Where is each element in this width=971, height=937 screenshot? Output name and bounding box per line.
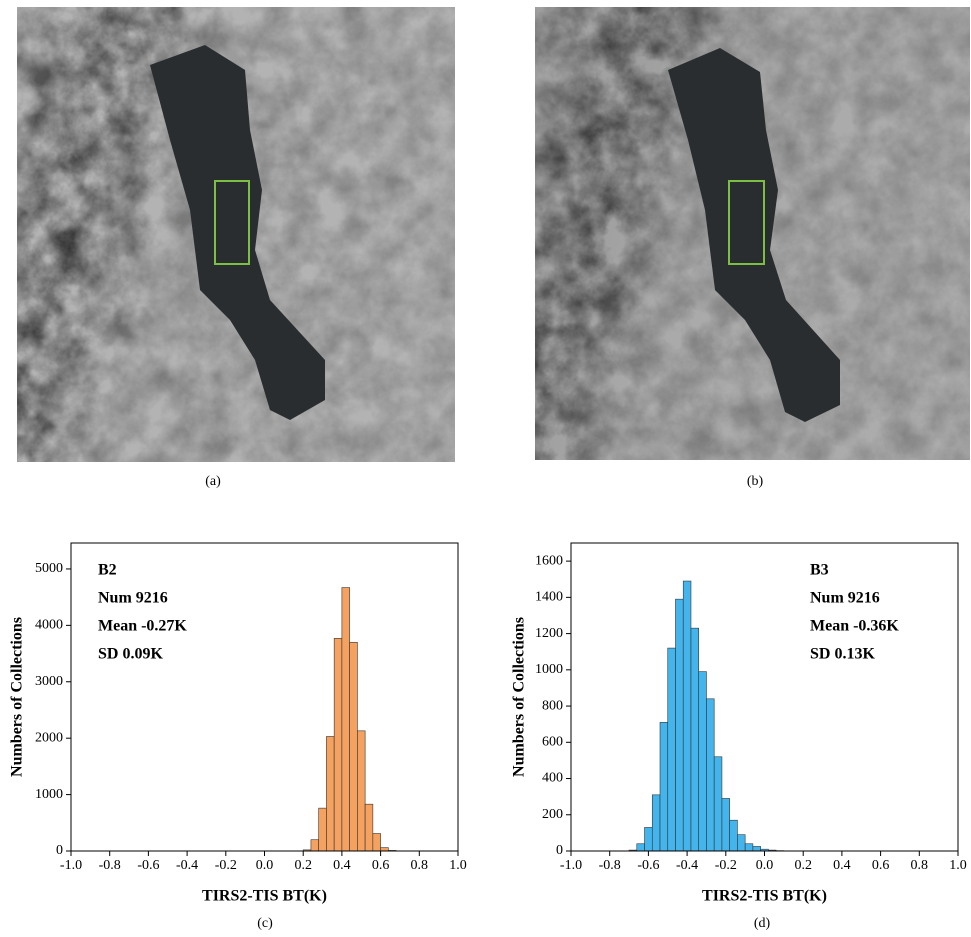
bar [683,581,691,851]
x-tick-label: -1.0 [60,858,82,873]
bar [691,628,699,851]
x-tick-label: -1.0 [560,858,582,873]
annotation: SD 0.13K [810,646,875,663]
y-tick-label: 2000 [35,730,63,745]
figure: (a) (b) (c) (d) -1.0 -0.8 -0.6 -0.4 -0.2 0.0 0… [0,0,971,937]
x-tick-label: 1.0 [449,858,467,873]
x-tick-label: -0.6 [137,858,159,873]
bar [675,599,683,851]
annotation: Mean -0.27K [98,618,187,635]
y-tick-label: 400 [542,771,563,786]
x-tick-label: 0.0 [256,858,274,873]
bar [342,588,350,851]
annotation: B2 [98,562,117,579]
image-b [535,7,970,460]
plot-frame [571,543,958,851]
bar [753,846,761,851]
x-tick-label: 0.8 [911,858,929,873]
image-a [17,7,455,462]
y-axis-label: Numbers of Collections [9,617,26,777]
x-tick-label: -0.4 [676,858,698,873]
y-tick-label: 0 [556,843,563,858]
x-tick-label: 0.6 [372,858,390,873]
x-tick-label: 0.4 [833,858,851,873]
y-tick-label: 200 [542,807,563,822]
caption: (b) [747,474,764,489]
bar [737,835,745,851]
y-tick-label: 5000 [35,561,63,576]
bar [319,808,327,851]
x-tick-label: -0.6 [637,858,659,873]
y-tick-label: 1400 [535,590,563,605]
annotation: B3 [810,562,829,579]
bar [730,820,738,851]
x-tick-label: 0.8 [411,858,429,873]
bar [311,840,319,851]
bar [637,844,645,851]
x-axis-label: TIRS2-TIS BT(K) [702,888,827,905]
bar [706,699,714,851]
bar [660,722,668,851]
y-axis-label: Numbers of Collections [511,617,528,777]
caption: (a) [205,474,221,489]
y-tick-label: 1200 [535,626,563,641]
bar [652,795,660,851]
bar [373,834,381,851]
bar [357,731,365,851]
annotation: SD 0.09K [98,646,163,663]
x-tick-label: -0.2 [215,858,237,873]
x-axis-label: TIRS2-TIS BT(K) [202,888,327,905]
annotation: Num 9216 [810,590,880,607]
x-tick-label: -0.8 [99,858,121,873]
bar [745,844,753,851]
bar [714,757,722,851]
y-tick-label: 1600 [535,553,563,568]
x-tick-label: 0.4 [333,858,351,873]
bar [699,672,707,851]
y-tick-label: 800 [542,698,563,713]
x-tick-label: 1.0 [949,858,967,873]
y-tick-label: 0 [56,843,63,858]
x-tick-label: 0.6 [872,858,890,873]
bar [326,736,334,851]
annotation: Num 9216 [98,590,168,607]
annotation: Mean -0.36K [810,618,899,635]
bar [365,804,373,851]
x-tick-label: -0.8 [599,858,621,873]
y-tick-label: 4000 [35,618,63,633]
x-tick-label: 0.0 [756,858,774,873]
y-tick-label: 3000 [35,674,63,689]
x-tick-label: 0.2 [294,858,312,873]
caption: (c) [257,916,273,931]
bar [350,642,358,851]
y-tick-label: 600 [542,735,563,750]
bar [668,648,676,851]
bar [334,638,342,851]
y-tick-label: 1000 [535,662,563,677]
caption: (d) [754,916,771,931]
x-tick-label: 0.2 [794,858,812,873]
x-tick-label: -0.4 [176,858,198,873]
x-tick-label: -0.2 [715,858,737,873]
bar [722,798,730,851]
y-tick-label: 1000 [35,787,63,802]
bar [381,848,389,851]
bar [645,827,653,851]
